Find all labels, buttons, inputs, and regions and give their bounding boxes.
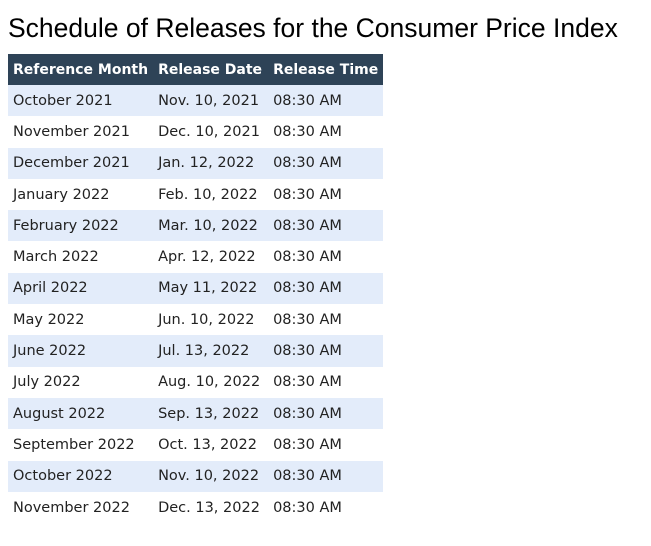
release-date-cell: Nov. 10, 2022 <box>153 460 269 492</box>
release-schedule-table: Reference Month Release Date Release Tim… <box>8 54 384 524</box>
release-time-cell: 08:30 AM <box>268 147 384 179</box>
release-time-cell: 08:30 AM <box>268 210 384 242</box>
table-row: July 2022 Aug. 10, 2022 08:30 AM <box>8 366 384 398</box>
reference-month-cell: June 2022 <box>8 335 154 367</box>
page-title: Schedule of Releases for the Consumer Pr… <box>8 13 618 43</box>
table-row: November 2021 Dec. 10, 2021 08:30 AM <box>8 116 384 148</box>
reference-month-cell: April 2022 <box>8 272 154 305</box>
header-release-time: Release Time <box>268 54 384 85</box>
release-date-cell: Feb. 10, 2022 <box>153 178 269 211</box>
table-row: October 2021 Nov. 10, 2021 08:30 AM <box>8 85 384 117</box>
reference-month-cell: August 2022 <box>8 397 154 430</box>
reference-month-cell: November 2021 <box>8 116 154 148</box>
release-time-cell: 08:30 AM <box>268 366 384 398</box>
release-date-cell: Aug. 10, 2022 <box>153 366 269 398</box>
reference-month-cell: January 2022 <box>8 178 154 211</box>
header-release-date: Release Date <box>153 54 269 85</box>
release-date-cell: May 11, 2022 <box>153 272 269 305</box>
table-row: June 2022 Jul. 13, 2022 08:30 AM <box>8 335 384 367</box>
release-time-cell: 08:30 AM <box>268 304 384 336</box>
release-time-cell: 08:30 AM <box>268 241 384 273</box>
table-row: April 2022 May 11, 2022 08:30 AM <box>8 272 384 305</box>
release-time-cell: 08:30 AM <box>268 116 384 148</box>
release-date-cell: Nov. 10, 2021 <box>153 85 269 117</box>
table-row: May 2022 Jun. 10, 2022 08:30 AM <box>8 304 384 336</box>
release-time-cell: 08:30 AM <box>268 85 384 117</box>
table-header-row: Reference Month Release Date Release Tim… <box>8 54 384 85</box>
release-date-cell: Dec. 10, 2021 <box>153 116 269 148</box>
reference-month-cell: November 2022 <box>8 491 154 524</box>
release-date-cell: Dec. 13, 2022 <box>153 491 269 524</box>
release-date-cell: Sep. 13, 2022 <box>153 397 269 430</box>
release-date-cell: Apr. 12, 2022 <box>153 241 269 273</box>
reference-month-cell: October 2022 <box>8 460 154 492</box>
table-row: January 2022 Feb. 10, 2022 08:30 AM <box>8 178 384 211</box>
table-row: March 2022 Apr. 12, 2022 08:30 AM <box>8 241 384 273</box>
release-time-cell: 08:30 AM <box>268 178 384 211</box>
release-time-cell: 08:30 AM <box>268 335 384 367</box>
table-row: September 2022 Oct. 13, 2022 08:30 AM <box>8 429 384 461</box>
release-date-cell: Mar. 10, 2022 <box>153 210 269 242</box>
table-row: February 2022 Mar. 10, 2022 08:30 AM <box>8 210 384 242</box>
reference-month-cell: February 2022 <box>8 210 154 242</box>
release-time-cell: 08:30 AM <box>268 491 384 524</box>
reference-month-cell: March 2022 <box>8 241 154 273</box>
table-row: November 2022 Dec. 13, 2022 08:30 AM <box>8 491 384 524</box>
reference-month-cell: September 2022 <box>8 429 154 461</box>
release-date-cell: Jun. 10, 2022 <box>153 304 269 336</box>
release-time-cell: 08:30 AM <box>268 272 384 305</box>
reference-month-cell: December 2021 <box>8 147 154 179</box>
table-row: December 2021 Jan. 12, 2022 08:30 AM <box>8 147 384 179</box>
release-time-cell: 08:30 AM <box>268 429 384 461</box>
table-row: August 2022 Sep. 13, 2022 08:30 AM <box>8 397 384 430</box>
release-date-cell: Jul. 13, 2022 <box>153 335 269 367</box>
table-body: October 2021 Nov. 10, 2021 08:30 AM Novembe… <box>8 85 384 524</box>
release-time-cell: 08:30 AM <box>268 460 384 492</box>
table-row: October 2022 Nov. 10, 2022 08:30 AM <box>8 460 384 492</box>
release-time-cell: 08:30 AM <box>268 397 384 430</box>
release-date-cell: Oct. 13, 2022 <box>153 429 269 461</box>
header-reference-month: Reference Month <box>8 54 154 85</box>
reference-month-cell: May 2022 <box>8 304 154 336</box>
reference-month-cell: July 2022 <box>8 366 154 398</box>
release-date-cell: Jan. 12, 2022 <box>153 147 269 179</box>
reference-month-cell: October 2021 <box>8 85 154 117</box>
